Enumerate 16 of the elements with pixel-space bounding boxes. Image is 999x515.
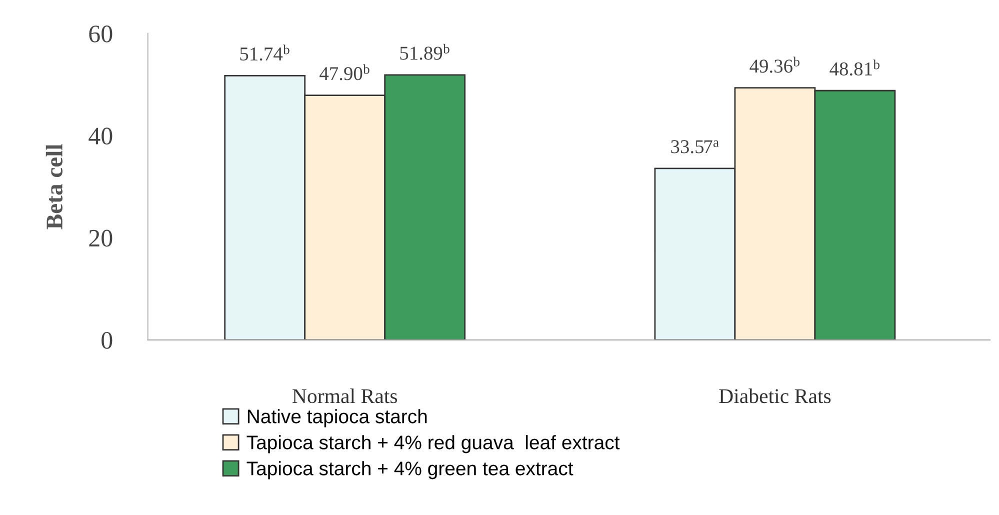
- y-tick-label: 20: [89, 230, 112, 247]
- legend-label: Tapioca starch + 4% green tea extract: [246, 461, 574, 480]
- legend-label: Native tapioca starch: [248, 409, 427, 428]
- x-tick-label: Diabetic Rats: [719, 388, 831, 404]
- data-label: 49.36$^{b}$: [750, 56, 800, 73]
- y-tick-label: 0: [102, 332, 112, 349]
- y-axis-title: Beta cell: [46, 144, 62, 230]
- y-tick-label: 40: [88, 128, 112, 145]
- x-tick-label: Normal Rats: [292, 388, 398, 404]
- data-label: 51.74$^{b}$: [240, 44, 290, 61]
- data-label: 33.57$^{a}$: [671, 140, 719, 154]
- y-tick-label: 60: [89, 26, 112, 42]
- legend-label: Tapioca starch + 4% red guava leaf extract: [246, 435, 620, 454]
- data-label: 48.81$^{b}$: [830, 60, 880, 76]
- data-label: 47.90$^{b}$: [320, 64, 370, 80]
- data-label: 51.89$^{b}$: [400, 44, 450, 60]
